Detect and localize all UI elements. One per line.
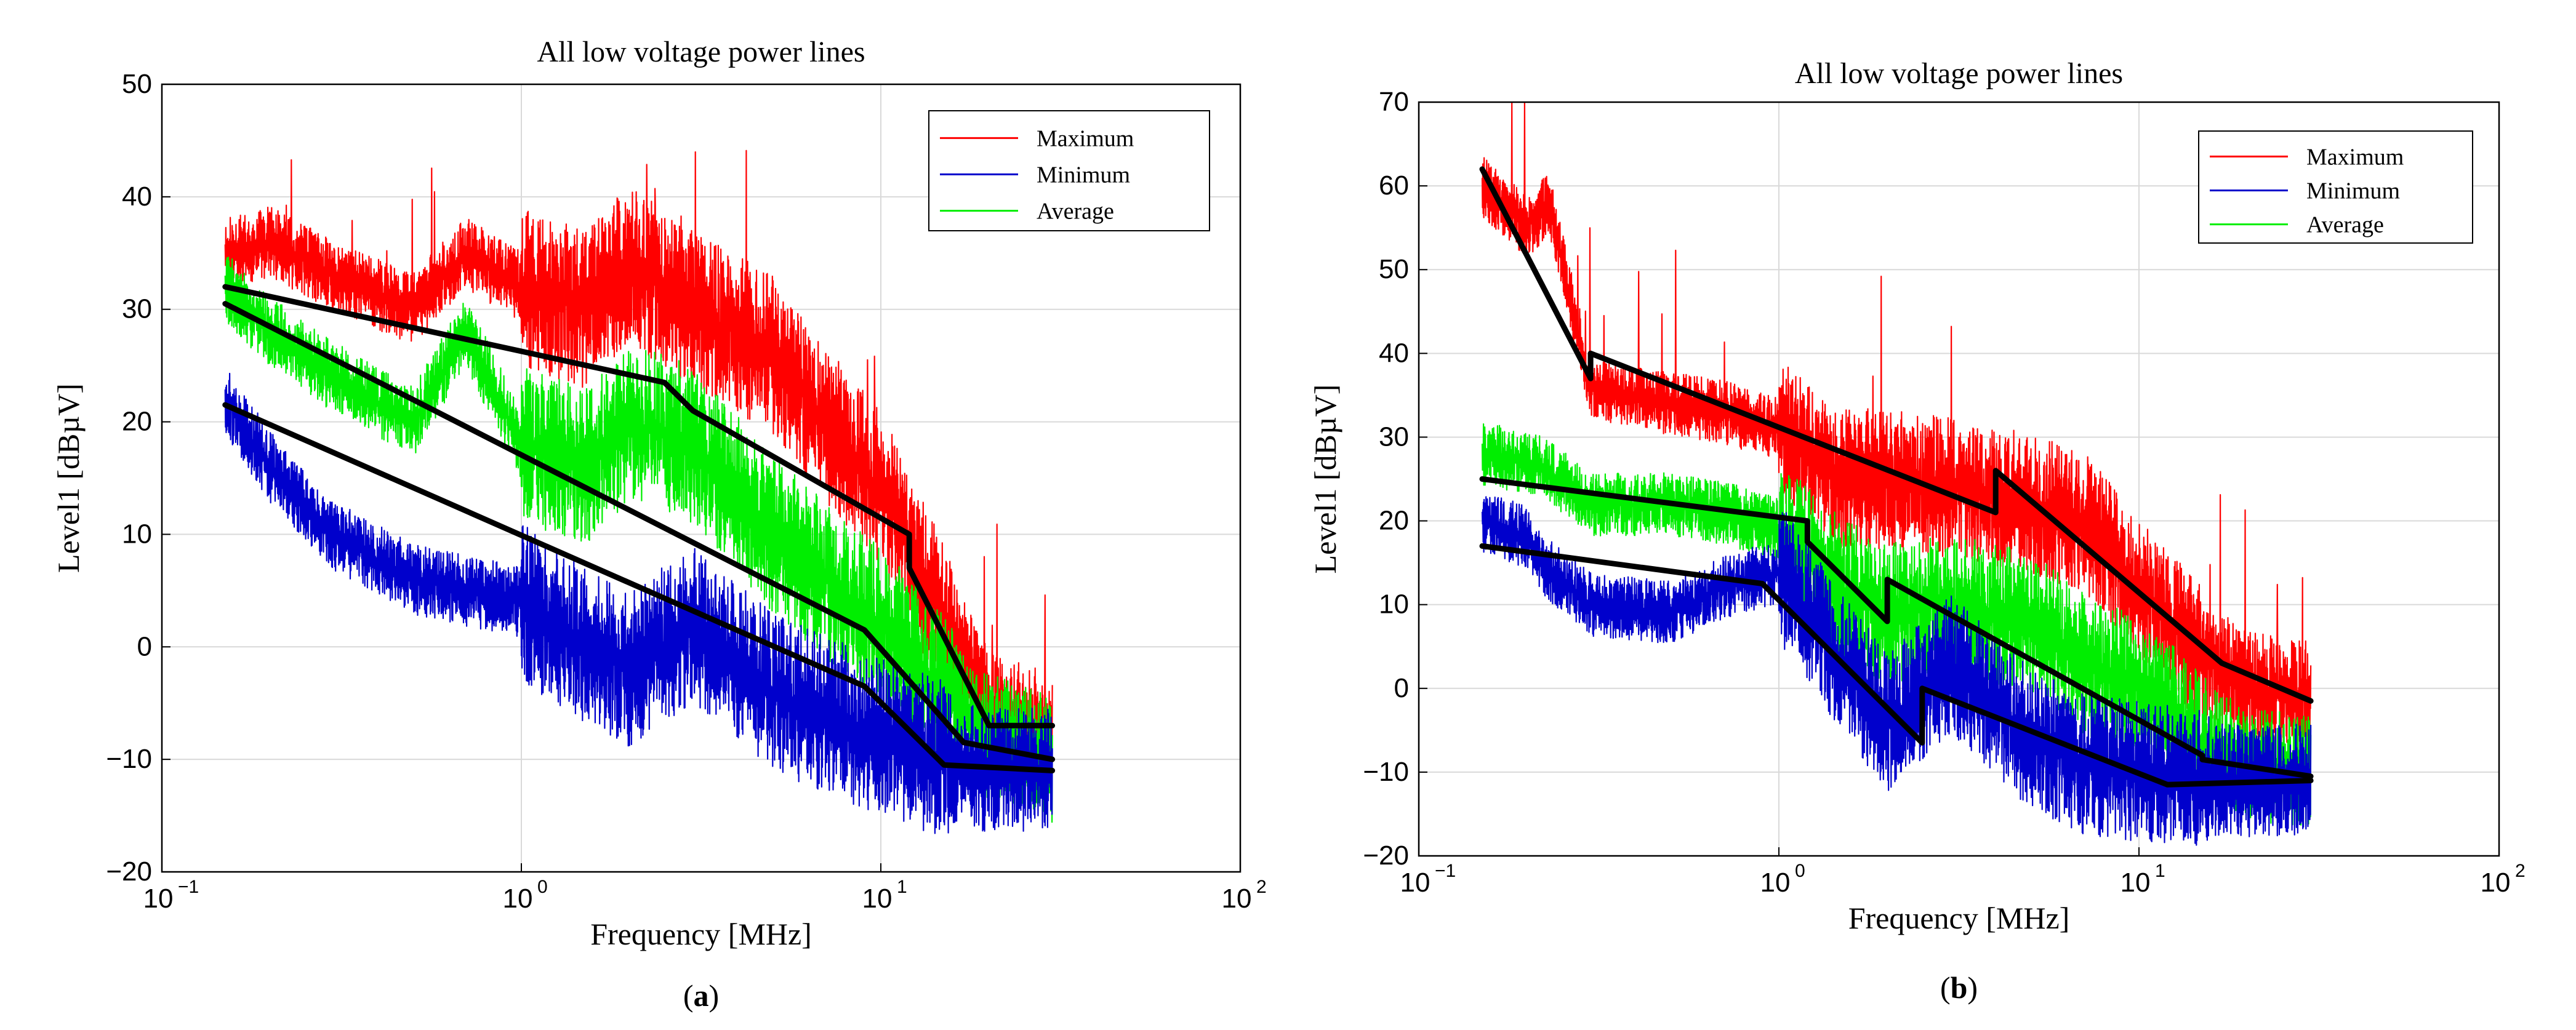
x-tick-label: 10 0	[503, 877, 548, 914]
y-axis-label: Level1 [dBµV]	[51, 383, 86, 573]
legend-label-average: Average	[1037, 199, 1114, 225]
limit-line-1	[222, 284, 1056, 729]
y-tick-label: −10	[1363, 757, 1409, 787]
y-tick-label: 40	[1379, 338, 1409, 368]
x-tick-label: 10 1	[2121, 861, 2165, 898]
x-axis-label: Frequency [MHz]	[590, 917, 812, 951]
y-tick-label: −10	[106, 744, 152, 774]
y-tick-label: 70	[1379, 87, 1409, 117]
y-tick-label: 0	[137, 631, 152, 661]
legend-label-maximum: Maximum	[1037, 126, 1134, 151]
legend-label-minimum: Minimum	[1037, 162, 1130, 188]
legend-label-average: Average	[2306, 212, 2384, 238]
legend: Maximum Minimum Average	[928, 110, 1210, 231]
y-tick-label: 30	[1379, 421, 1409, 452]
x-tick-base: 10	[2481, 868, 2511, 898]
x-tick-exponent: 0	[537, 877, 548, 897]
x-tick-base: 10	[1400, 868, 1430, 898]
y-tick-label: 10	[122, 519, 152, 549]
y-tick-label: 0	[1394, 673, 1409, 703]
series-line-minimum	[1481, 496, 2312, 846]
y-tick-label: 40	[122, 182, 152, 212]
y-tick-label: 30	[122, 294, 152, 324]
chart-title: All low voltage power lines	[537, 36, 865, 68]
x-tick-base: 10	[1222, 884, 1252, 914]
x-tick-base: 10	[1760, 868, 1791, 898]
x-tick-exponent: −1	[178, 877, 199, 897]
axes-frame	[1418, 101, 2500, 857]
limit-line-2	[222, 301, 1056, 762]
x-tick-exponent: 0	[1795, 861, 1805, 881]
legend-label-maximum: Maximum	[2306, 144, 2404, 170]
x-tick-exponent: −1	[1435, 861, 1456, 881]
x-tick-label: 10 −1	[143, 877, 199, 914]
x-tick-base: 10	[143, 884, 174, 914]
y-tick-label: 60	[1379, 170, 1409, 201]
x-axis-label: Frequency [MHz]	[1848, 901, 2070, 935]
series-line-average	[224, 257, 1053, 823]
x-tick-base: 10	[862, 884, 893, 914]
x-tick-base: 10	[503, 884, 533, 914]
panel-label: (a)	[683, 978, 719, 1013]
x-tick-label: 10 2	[2481, 861, 2526, 898]
y-tick-label: 50	[122, 69, 152, 99]
y-axis-label: Level1 [dBµV]	[1308, 385, 1342, 574]
x-tick-exponent: 1	[897, 877, 907, 897]
x-tick-exponent: 1	[2155, 861, 2165, 881]
y-tick-label: 20	[122, 407, 152, 437]
x-tick-base: 10	[2121, 868, 2151, 898]
x-tick-exponent: 2	[2515, 861, 2526, 881]
y-tick-label: −20	[106, 856, 152, 887]
x-tick-label: 10 0	[1760, 861, 1805, 898]
x-tick-exponent: 2	[1256, 877, 1267, 897]
limit-line-3	[222, 402, 1056, 773]
series-line-maximum	[224, 150, 1053, 796]
legend: Maximum Minimum Average	[2198, 130, 2473, 244]
series-line-minimum	[224, 372, 1053, 834]
chart-title: All low voltage power lines	[1795, 57, 2123, 90]
axes-frame	[161, 83, 1242, 873]
legend-label-minimum: Minimum	[2306, 178, 2400, 204]
y-tick-label: 50	[1379, 254, 1409, 284]
x-tick-label: 10 2	[1222, 877, 1267, 914]
y-tick-label: 20	[1379, 506, 1409, 536]
y-tick-label: 10	[1379, 589, 1409, 620]
limit-line-3	[1479, 543, 2314, 788]
panel-label: (b)	[1940, 970, 1978, 1005]
y-tick-label: −20	[1363, 840, 1409, 871]
limit-line-1	[1479, 166, 2314, 704]
x-tick-label: 10 −1	[1400, 861, 1456, 898]
limit-line-2	[1479, 476, 2314, 780]
x-tick-label: 10 1	[862, 877, 907, 914]
